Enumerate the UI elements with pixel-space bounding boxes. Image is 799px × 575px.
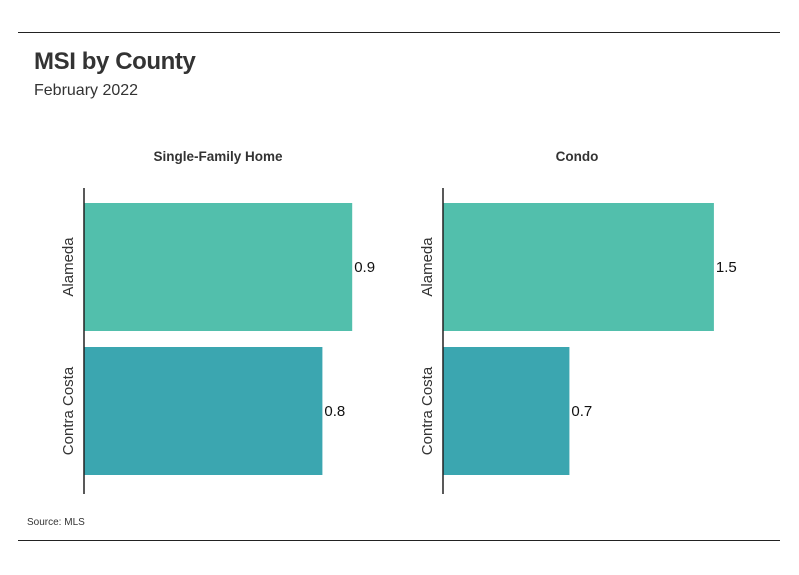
bar-contra-costa: [84, 347, 323, 475]
single-family-home-chart: Single-Family Home Alameda 0.9 Contra Costa…: [60, 149, 375, 494]
value-label: 0.7: [571, 403, 592, 420]
category-label: Contra Costa: [419, 366, 436, 455]
top-rule: [18, 32, 780, 33]
source-note: Source: MLS: [27, 517, 85, 528]
chart-subtitle: February 2022: [34, 82, 139, 99]
condo-chart: Condo Alameda 1.5 Contra Costa 0.7: [419, 149, 737, 494]
category-label: Alameda: [60, 237, 77, 297]
panel-title: Condo: [556, 149, 599, 164]
bottom-rule: [18, 540, 780, 541]
bar-alameda: [443, 203, 714, 331]
value-label: 1.5: [716, 259, 737, 276]
bar-contra-costa: [443, 347, 570, 475]
chart-title: MSI by County: [34, 48, 196, 75]
value-label: 0.8: [324, 403, 345, 420]
bar-alameda: [84, 203, 353, 331]
value-label: 0.9: [354, 259, 375, 276]
category-label: Alameda: [419, 237, 436, 297]
category-label: Contra Costa: [60, 366, 77, 455]
panel-title: Single-Family Home: [153, 149, 283, 164]
